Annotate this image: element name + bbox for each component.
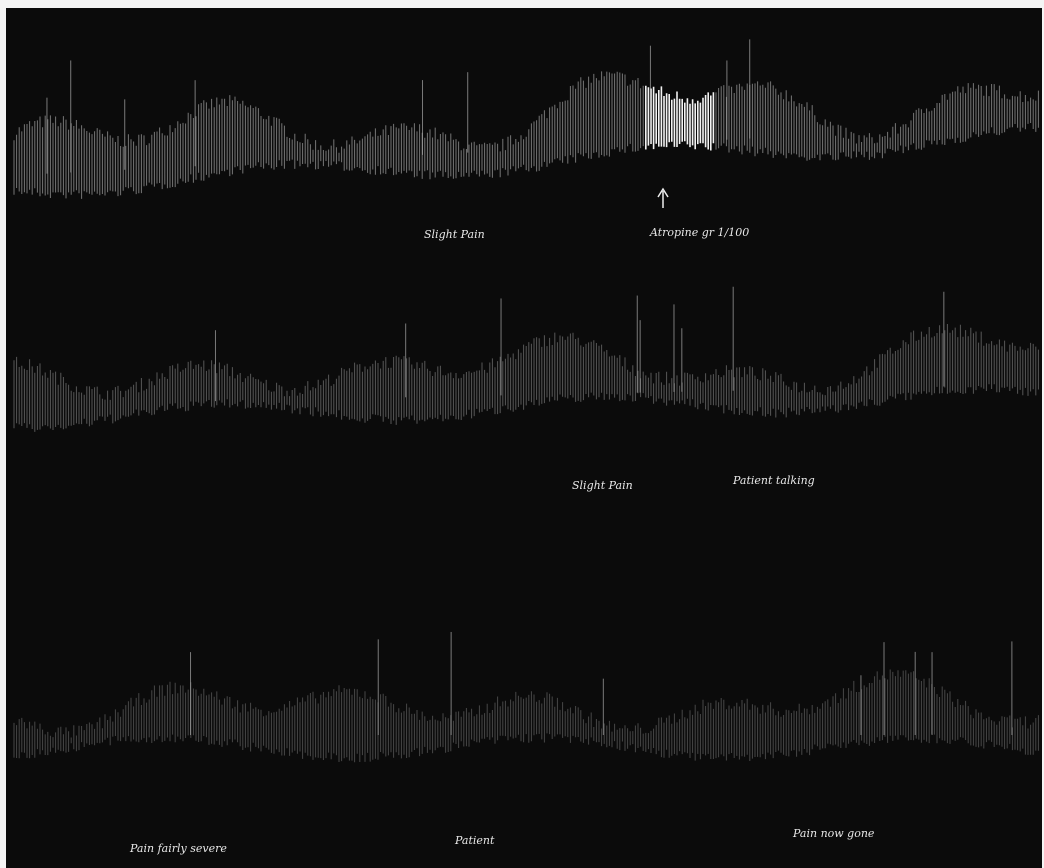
annotation: Atropine gr 1/100	[649, 226, 749, 239]
annotation: Pain now gone	[792, 827, 875, 840]
annotation: Patient	[454, 834, 495, 847]
annotation: Slight Pain	[424, 228, 485, 241]
annotation: Pain fairly severe	[129, 842, 227, 855]
annotation: Patient talking	[732, 474, 815, 487]
annotation: Slight Pain	[572, 479, 633, 492]
recording-photo: Slight Pain Atropine gr 1/100 Slight Pai…	[0, 0, 1044, 868]
